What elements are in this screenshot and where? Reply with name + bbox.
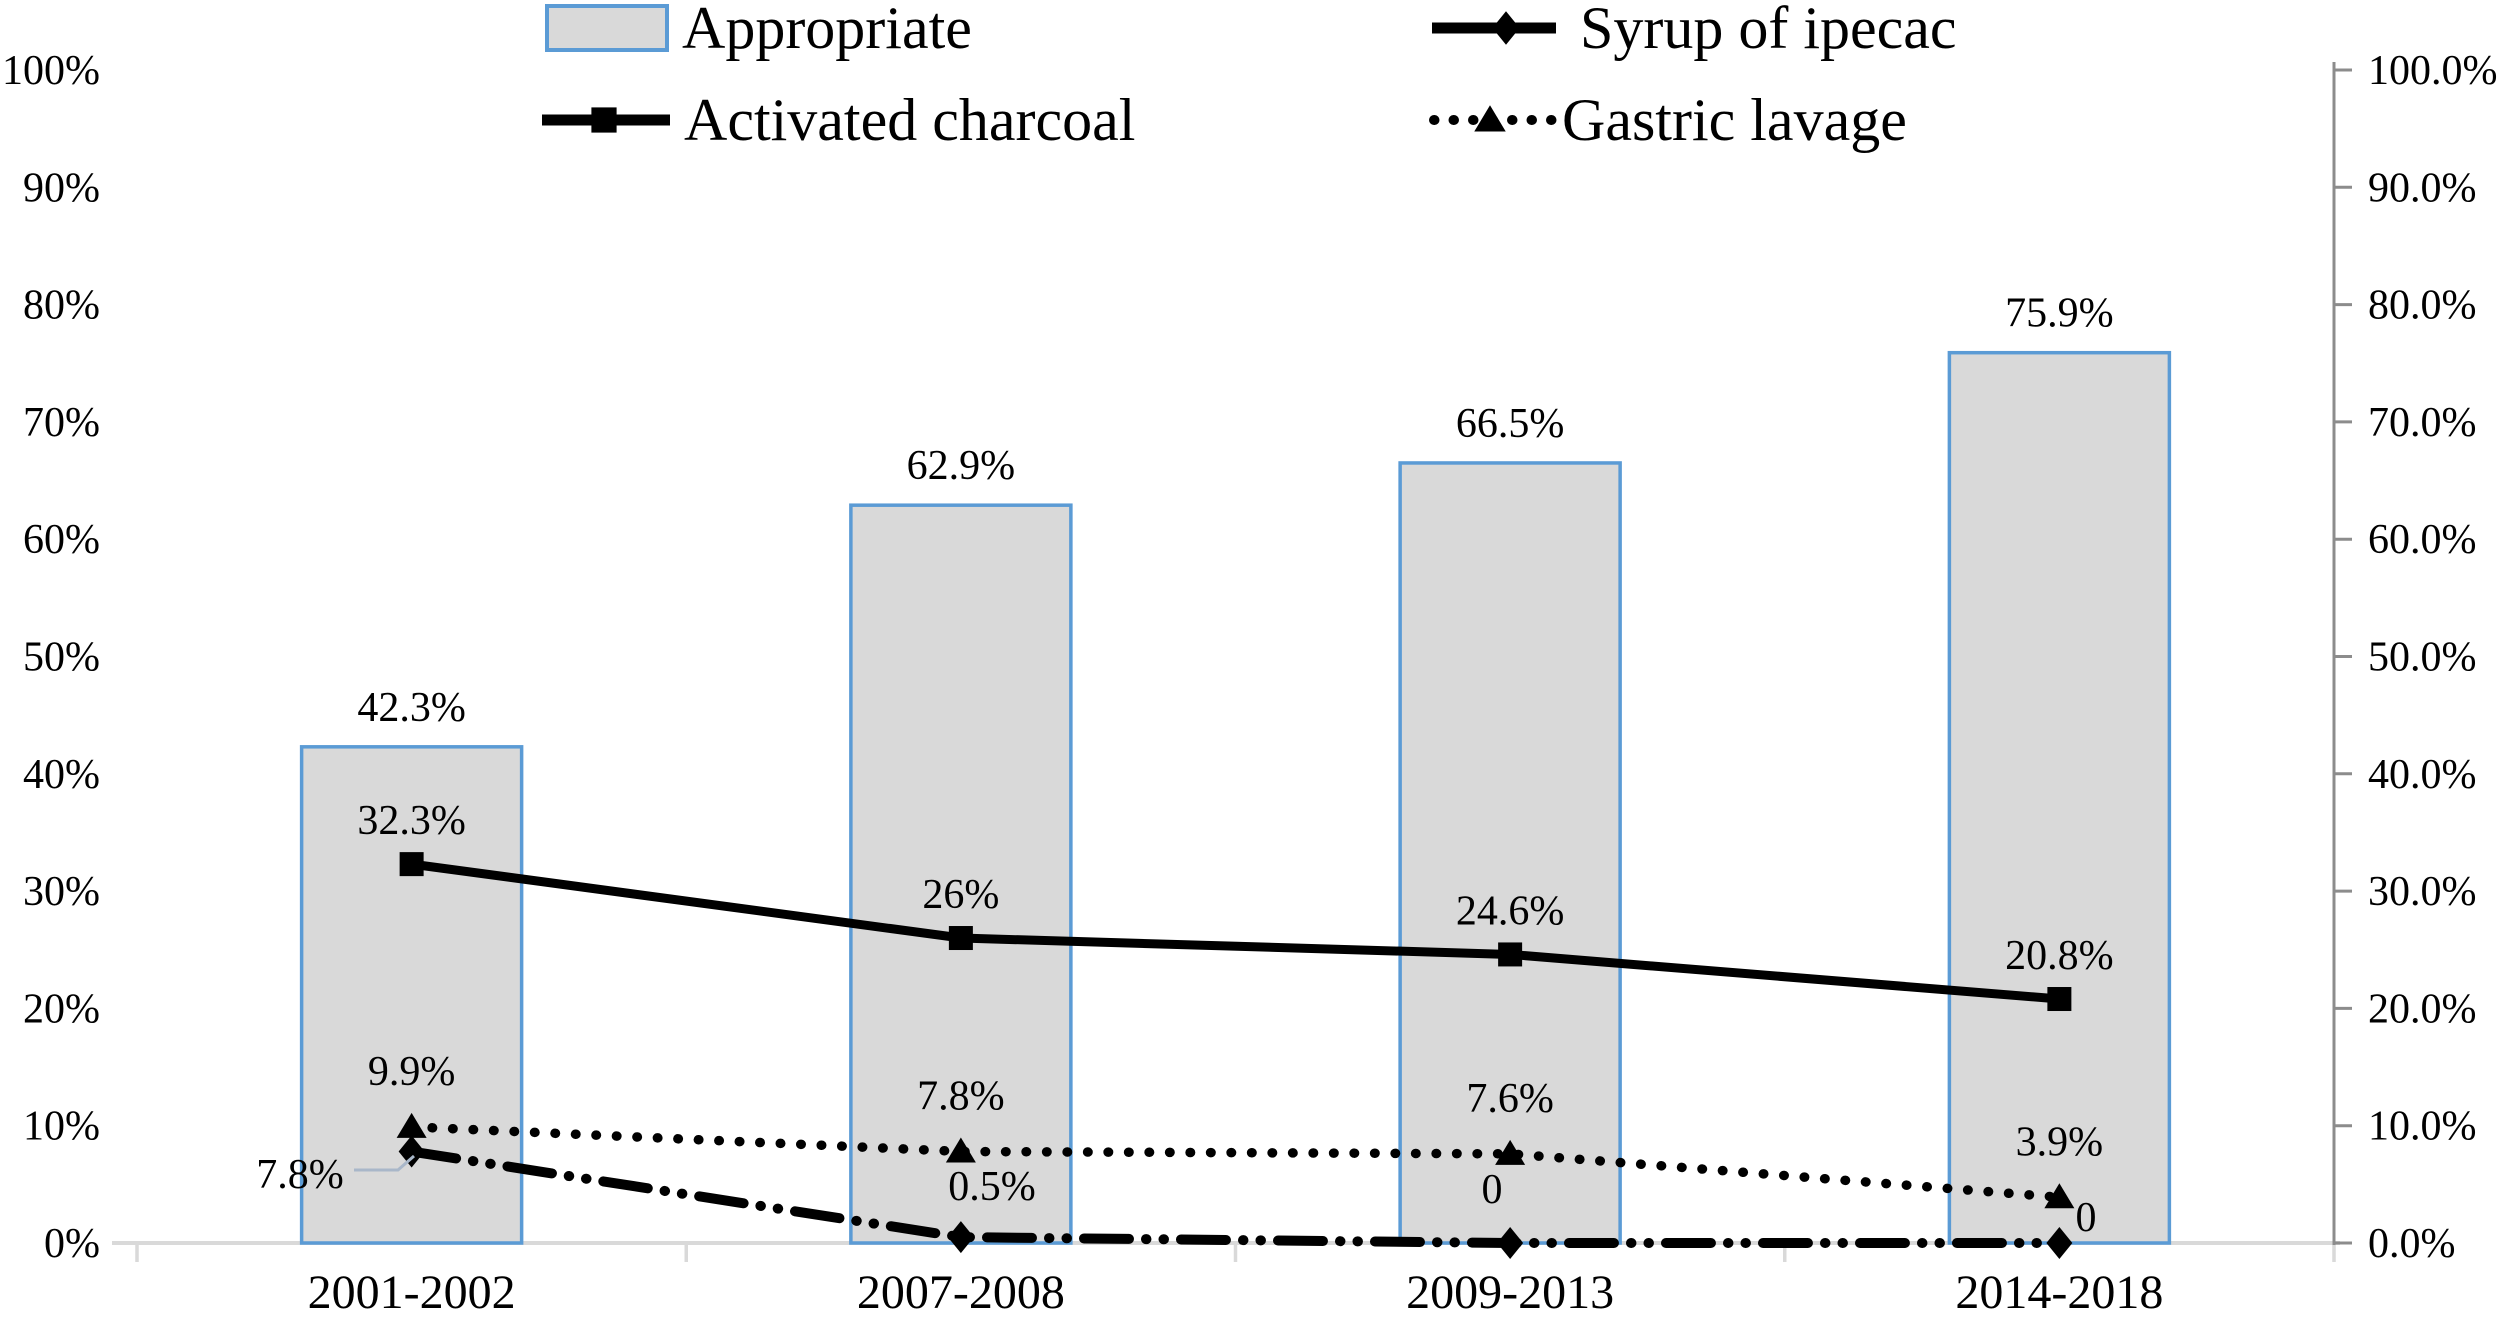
line-value-label: 20.8% [2005, 933, 2114, 979]
bar-value-label: 62.9% [907, 443, 1016, 489]
right-axis-tick-label: 60.0% [2368, 517, 2477, 563]
left-axis-tick-label: 90% [23, 165, 100, 211]
series-marker-diamond [2046, 1227, 2073, 1259]
line-value-label: 3.9% [2016, 1119, 2104, 1165]
bar-value-label: 42.3% [357, 685, 466, 731]
legend-label-charcoal: Activated charcoal [684, 87, 1135, 153]
series-marker-square [1498, 942, 1523, 967]
series-marker-triangle [1474, 105, 1506, 132]
category-label: 2014-2018 [1955, 1266, 2163, 1319]
line-series-group [396, 852, 2075, 1259]
series-marker-square [948, 926, 973, 951]
right-axis-tick-label: 70.0% [2368, 400, 2477, 446]
series-line-square [411, 859, 2060, 1004]
category-label: 2009-2013 [1406, 1266, 1614, 1319]
legend-label-gastric: Gastric lavage [1562, 87, 1907, 153]
series-marker-diamond [947, 1221, 974, 1254]
line-value-label: 0 [2076, 1195, 2097, 1241]
bar-series-group: 42.3% 62.9% 66.5% 75.9% [299, 291, 2172, 1245]
right-axis-tick-label: 90.0% [2368, 165, 2477, 211]
line-value-label: 32.3% [357, 798, 466, 844]
left-axis-tick-label: 40% [23, 752, 100, 798]
bar-value-label: 75.9% [2005, 291, 2114, 337]
appropriate-bar [1947, 350, 2172, 1245]
right-axis-tick-label: 10.0% [2368, 1104, 2477, 1150]
line-value-label: 7.8% [256, 1152, 344, 1198]
axes-group: 100% 90% 80% 70% 60% 50% 40% 30% 20% 10% 0% 100.0% 9… [2, 48, 2498, 1319]
left-axis-tick-label: 60% [23, 517, 100, 563]
series-marker-diamond [398, 1135, 425, 1168]
line-value-label: 24.6% [1456, 888, 1565, 934]
right-axis-tick-label: 100.0% [2368, 48, 2498, 94]
line-value-label: 0.5% [948, 1164, 1036, 1210]
left-axis-tick-label: 0% [44, 1221, 100, 1267]
series-line-diamond [406, 1146, 2065, 1248]
series-line-triangle [406, 1122, 2065, 1203]
legend-swatch-appropriate [545, 4, 669, 52]
series-marker-diamond [1497, 1227, 1524, 1259]
line-value-label: 0 [1482, 1167, 1503, 1213]
right-axis-tick-label: 50.0% [2368, 635, 2477, 681]
appropriate-bar [849, 503, 1073, 1245]
line-value-label: 7.8% [917, 1074, 1005, 1120]
left-axis-tick-label: 20% [23, 986, 100, 1032]
left-axis-tick-label: 100% [2, 48, 100, 94]
line-value-label: 26% [922, 872, 999, 918]
left-axis-tick-label: 30% [23, 869, 100, 915]
series-marker-triangle [2044, 1183, 2075, 1209]
right-axis-tick-label: 0.0% [2368, 1221, 2456, 1267]
series-marker-diamond [1492, 11, 1520, 45]
left-axis-tick-label: 10% [23, 1104, 100, 1150]
legend-group: Appropriate Syrup of ipecac Activated char… [542, 0, 1957, 153]
line-value-label: 7.6% [1466, 1076, 1554, 1122]
series-marker-square [399, 852, 424, 877]
series-marker-triangle [1495, 1139, 1526, 1165]
left-axis-tick-label: 70% [23, 400, 100, 446]
series-marker-triangle [396, 1112, 427, 1138]
legend-label-ipecac: Syrup of ipecac [1580, 0, 1957, 61]
left-axis-tick-label: 50% [23, 635, 100, 681]
line-labels-group: 7.8% 0.5% 0 0 32.3% 26% 24.6% 20.8% 9.9% 7.8% 7.6%… [256, 798, 2113, 1241]
appropriate-bar [1398, 461, 1622, 1245]
annotation-leader-line [354, 1154, 415, 1172]
series-marker-square [2047, 987, 2072, 1012]
series-marker-square [591, 107, 617, 133]
category-label: 2007-2008 [857, 1266, 1065, 1319]
legend-label-appropriate: Appropriate [682, 0, 972, 61]
bar-value-label: 66.5% [1456, 401, 1565, 447]
line-value-label: 9.9% [368, 1049, 456, 1095]
right-axis-tick-label: 80.0% [2368, 283, 2477, 329]
series-marker-triangle [945, 1137, 976, 1163]
category-label: 2001-2002 [308, 1266, 516, 1319]
right-axis-tick-label: 40.0% [2368, 752, 2477, 798]
right-axis-tick-label: 20.0% [2368, 986, 2477, 1032]
left-axis-tick-label: 80% [23, 283, 100, 329]
right-axis-tick-label: 30.0% [2368, 869, 2477, 915]
